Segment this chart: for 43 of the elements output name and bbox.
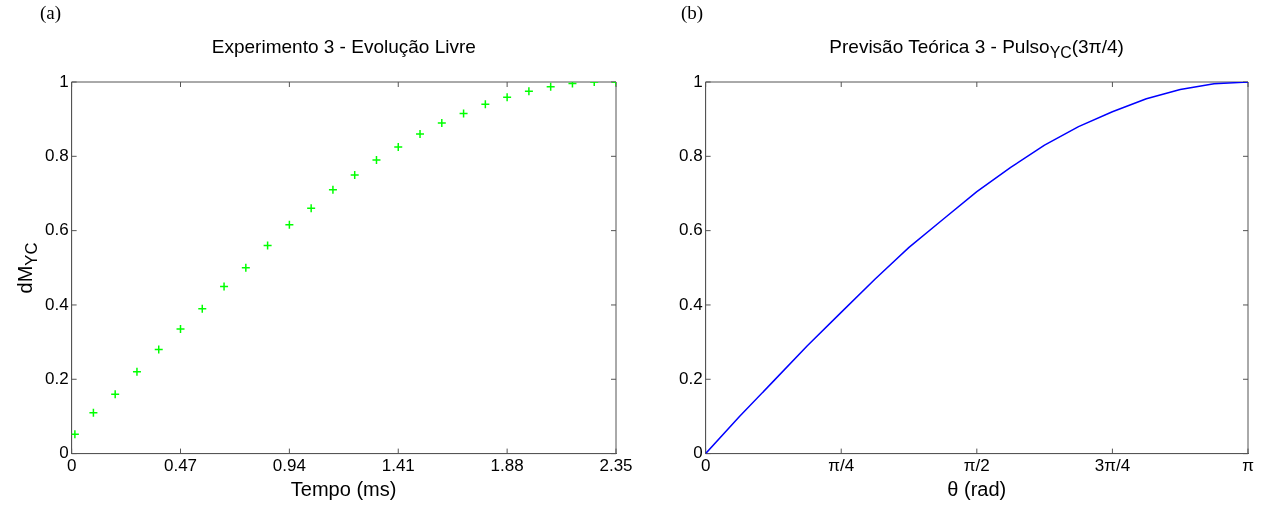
point xyxy=(437,118,447,128)
y-tick-label: 0.8 xyxy=(678,146,703,166)
y-tick-label: 0.2 xyxy=(44,368,69,388)
y-tick-label: 0.6 xyxy=(44,220,69,240)
point xyxy=(241,263,251,273)
x-axis-title: θ (rad) xyxy=(947,477,1007,501)
y-tick-label: 0.6 xyxy=(678,220,703,240)
point xyxy=(545,82,556,92)
y-tick-label: 0.2 xyxy=(678,368,703,388)
y-tick-label: 0.8 xyxy=(44,146,69,166)
point xyxy=(524,86,534,97)
point xyxy=(71,429,80,440)
x-tick-label: π/2 xyxy=(963,456,990,476)
point xyxy=(393,142,403,152)
chart-title: Previsão Teórica 3 - Pulso$_{YC}$(3π/4) xyxy=(829,36,1124,62)
y-tick-label: 0.4 xyxy=(44,294,69,314)
text: (a) xyxy=(40,2,62,24)
chart-title: Experimento 3 - Evolução Livre xyxy=(211,36,476,58)
x-tick-label: 3π/4 xyxy=(1094,456,1131,476)
point xyxy=(371,155,382,165)
x-tick-label: 0.94 xyxy=(272,456,306,476)
point xyxy=(349,170,360,180)
point xyxy=(132,367,142,377)
point xyxy=(110,389,120,399)
point xyxy=(175,324,186,334)
x-tick-label: 1.88 xyxy=(490,456,524,476)
point xyxy=(328,185,338,195)
point xyxy=(306,203,316,214)
x-axis-title: Tempo (ms) xyxy=(290,477,397,501)
x-tick-label: 1.41 xyxy=(381,456,415,476)
x-tick-label: π/4 xyxy=(828,456,855,476)
point xyxy=(502,92,512,102)
y-tick-label: 1 xyxy=(59,71,69,91)
point xyxy=(415,129,425,139)
x-tick-label: 2.35 xyxy=(599,456,633,476)
x-tick-label: π xyxy=(1242,456,1254,476)
point xyxy=(219,281,229,292)
y-tick-label: 0 xyxy=(59,443,69,463)
y-tick-label: 0 xyxy=(693,443,703,463)
x-tick-label: 0.47 xyxy=(163,456,198,476)
y-tick-label: 1 xyxy=(693,71,703,91)
y-tick-label: 0.4 xyxy=(678,294,703,314)
text: (b) xyxy=(681,2,704,24)
